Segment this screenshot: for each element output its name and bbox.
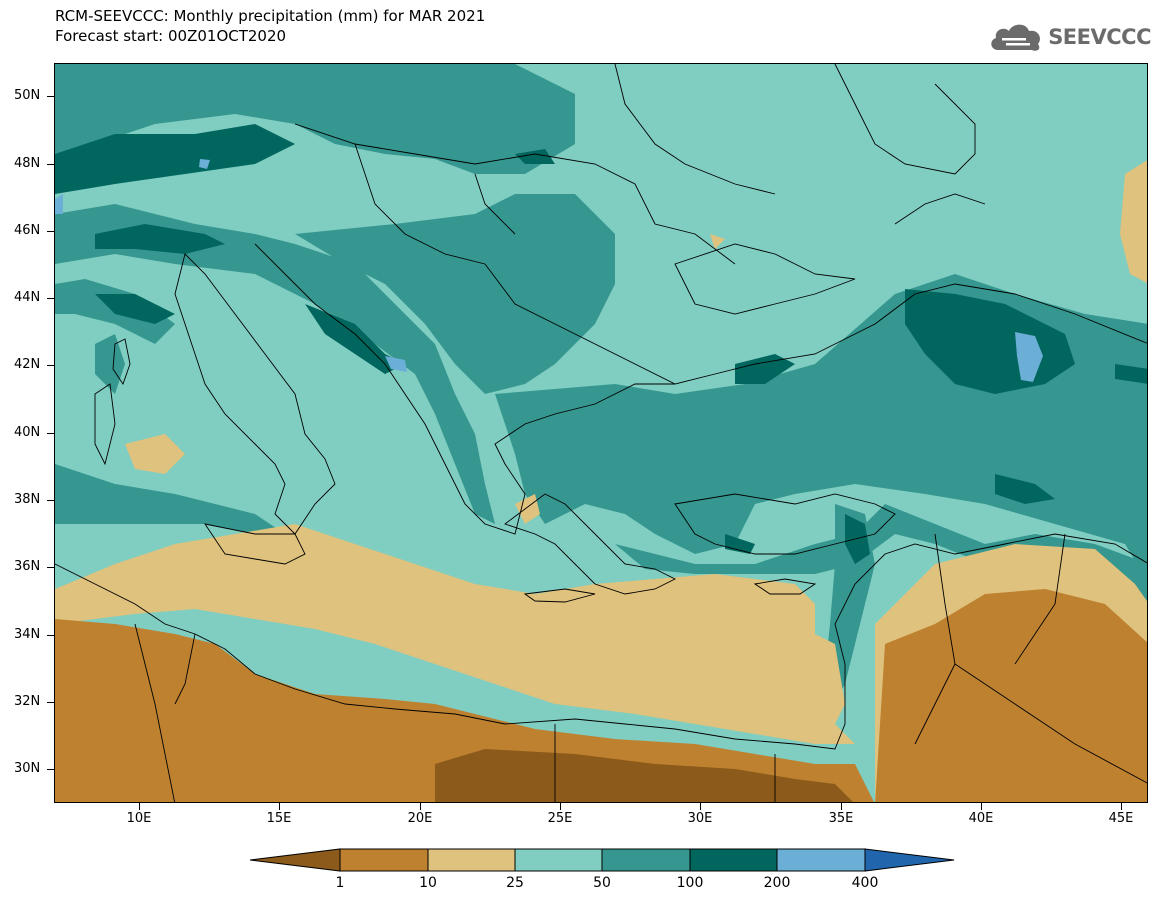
y-tick-label-50n: 50N bbox=[14, 88, 41, 103]
colorbar-label-200: 200 bbox=[763, 875, 791, 891]
x-tick-label-10e: 10E bbox=[126, 811, 152, 826]
y-tick-label-40n: 40N bbox=[14, 425, 41, 440]
band-1-10 bbox=[55, 589, 1147, 802]
colorbar bbox=[250, 848, 955, 872]
borders bbox=[55, 64, 1147, 802]
map-title: RCM-SEEVCCC: Monthly precipitation (mm) … bbox=[55, 6, 485, 46]
y-tick-label-32n: 32N bbox=[14, 694, 41, 709]
y-tick-label-36n: 36N bbox=[14, 559, 41, 574]
colorbar-200-400 bbox=[776, 848, 866, 872]
colorbar-100-200 bbox=[689, 848, 778, 872]
colorbar-label-1: 1 bbox=[335, 875, 345, 891]
x-tick-label-20e: 20E bbox=[407, 811, 433, 826]
colorbar-1-10 bbox=[339, 848, 429, 872]
y-tick bbox=[47, 635, 54, 636]
colorbar-label-10: 10 bbox=[419, 875, 437, 891]
y-tick-label-46n: 46N bbox=[14, 223, 41, 238]
y-tick bbox=[47, 365, 54, 366]
y-tick bbox=[47, 298, 54, 299]
precipitation-map bbox=[54, 63, 1148, 803]
y-tick-label-42n: 42N bbox=[14, 357, 41, 372]
y-tick bbox=[47, 702, 54, 703]
y-tick bbox=[47, 769, 54, 770]
y-tick bbox=[47, 231, 54, 232]
y-tick bbox=[47, 164, 54, 165]
x-tick bbox=[841, 803, 842, 810]
seevccc-logo: SEEVCCC bbox=[988, 20, 1151, 54]
title-line-2: Forecast start: 00Z01OCT2020 bbox=[55, 27, 287, 45]
colorbar-below-1 bbox=[250, 848, 341, 872]
colorbar-10-25 bbox=[427, 848, 516, 872]
x-tick bbox=[981, 803, 982, 810]
x-tick-label-35e: 35E bbox=[828, 811, 854, 826]
logo-text: SEEVCCC bbox=[1048, 25, 1151, 49]
y-tick bbox=[47, 96, 54, 97]
x-tick-label-25e: 25E bbox=[547, 811, 573, 826]
x-tick-label-30e: 30E bbox=[687, 811, 713, 826]
colorbar-above-400 bbox=[864, 848, 955, 872]
x-tick bbox=[279, 803, 280, 810]
y-tick bbox=[47, 433, 54, 434]
colorbar-label-25: 25 bbox=[506, 875, 524, 891]
y-tick bbox=[47, 500, 54, 501]
x-tick bbox=[700, 803, 701, 810]
colorbar-label-400: 400 bbox=[851, 875, 879, 891]
y-tick-label-44n: 44N bbox=[14, 290, 41, 305]
y-tick bbox=[47, 567, 54, 568]
x-tick-label-45e: 45E bbox=[1108, 811, 1134, 826]
band-200-400 bbox=[55, 159, 1043, 382]
band-below-1 bbox=[435, 749, 853, 802]
y-tick-label-34n: 34N bbox=[14, 627, 41, 642]
colorbar-50-100 bbox=[601, 848, 691, 872]
x-tick-label-40e: 40E bbox=[968, 811, 994, 826]
x-tick bbox=[560, 803, 561, 810]
y-tick-label-30n: 30N bbox=[14, 761, 41, 776]
title-line-1: RCM-SEEVCCC: Monthly precipitation (mm) … bbox=[55, 7, 486, 25]
colorbar-label-100: 100 bbox=[676, 875, 704, 891]
colorbar-label-50: 50 bbox=[593, 875, 611, 891]
cloud-icon bbox=[991, 24, 1041, 51]
x-tick-label-15e: 15E bbox=[266, 811, 292, 826]
y-tick-label-48n: 48N bbox=[14, 156, 41, 171]
x-tick bbox=[1121, 803, 1122, 810]
x-tick bbox=[420, 803, 421, 810]
map-canvas bbox=[55, 64, 1147, 802]
colorbar-25-50 bbox=[514, 848, 603, 872]
y-tick-label-38n: 38N bbox=[14, 492, 41, 507]
x-tick bbox=[139, 803, 140, 810]
